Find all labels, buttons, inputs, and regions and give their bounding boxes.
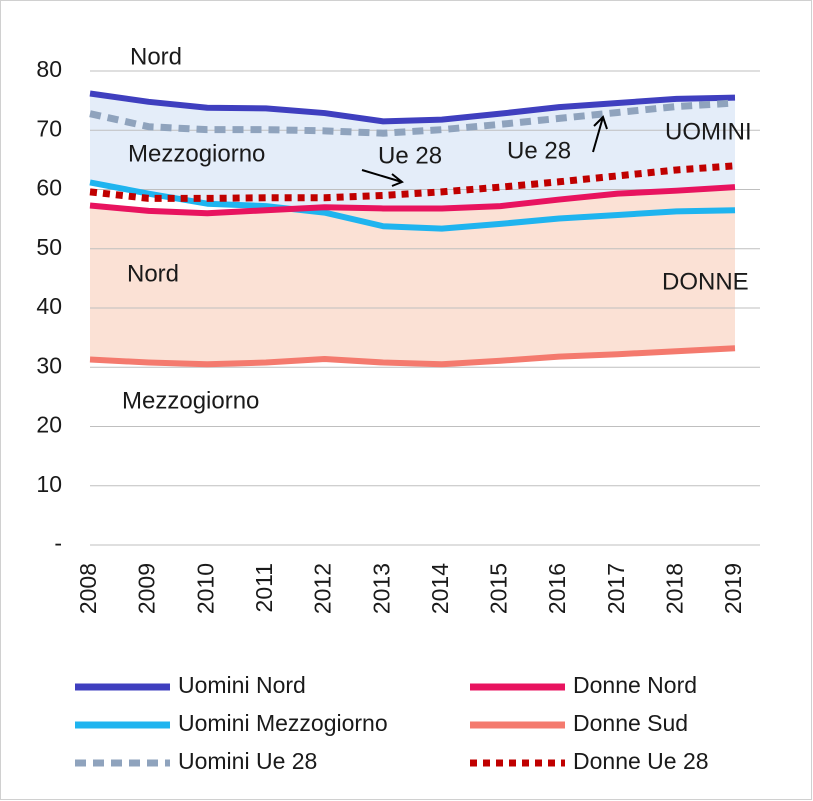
x-tick-label: 2018 [661,563,687,614]
legend-label: Donne Ue 28 [573,748,709,774]
arrow [361,169,404,187]
x-tick-label: 2013 [368,563,394,614]
annotation: Mezzogiorno [122,387,259,414]
area-band [90,187,735,365]
legend-label: Uomini Nord [178,672,306,698]
y-tick-label: 10 [36,471,62,497]
annotation: Ue 28 [507,137,571,164]
x-tick-label: 2019 [720,563,746,614]
x-tick-label: 2016 [544,563,570,614]
annotation: Mezzogiorno [128,140,265,167]
x-tick-label: 2012 [310,563,336,614]
y-tick-label: - [54,530,62,556]
series-line [89,90,736,125]
x-tick-label: 2015 [486,563,512,614]
x-tick-label: 2009 [134,563,160,614]
x-tick-label: 2017 [603,563,629,614]
legend-label: Donne Nord [573,672,697,698]
annotation: Ue 28 [378,142,442,169]
series-line [89,179,736,232]
x-tick-label: 2011 [251,563,277,612]
y-tick-label: 70 [36,115,62,141]
x-tick-label: 2014 [427,563,453,614]
y-tick-label: 30 [36,352,62,378]
y-tick-label: 80 [36,56,62,82]
series-line [89,162,736,202]
legend-label: Donne Sud [573,710,688,736]
legend-label: Uomini Mezzogiorno [178,710,388,736]
y-tick-label: 40 [36,293,62,319]
x-tick-label: 2010 [192,563,218,614]
series-line [89,184,736,217]
y-tick-label: 20 [36,412,62,438]
legend-label: Uomini Ue 28 [178,748,317,774]
arrow [592,115,608,153]
annotation: Nord [130,43,182,70]
annotation: DONNE [662,268,749,295]
annotation: Nord [127,260,179,287]
series-line [89,99,736,137]
y-tick-label: 50 [36,234,62,260]
arrows [361,115,608,187]
x-tick-label: 2008 [75,563,101,614]
y-tick-label: 60 [36,175,62,201]
annotation: UOMINI [665,118,752,145]
series-line [89,345,736,368]
